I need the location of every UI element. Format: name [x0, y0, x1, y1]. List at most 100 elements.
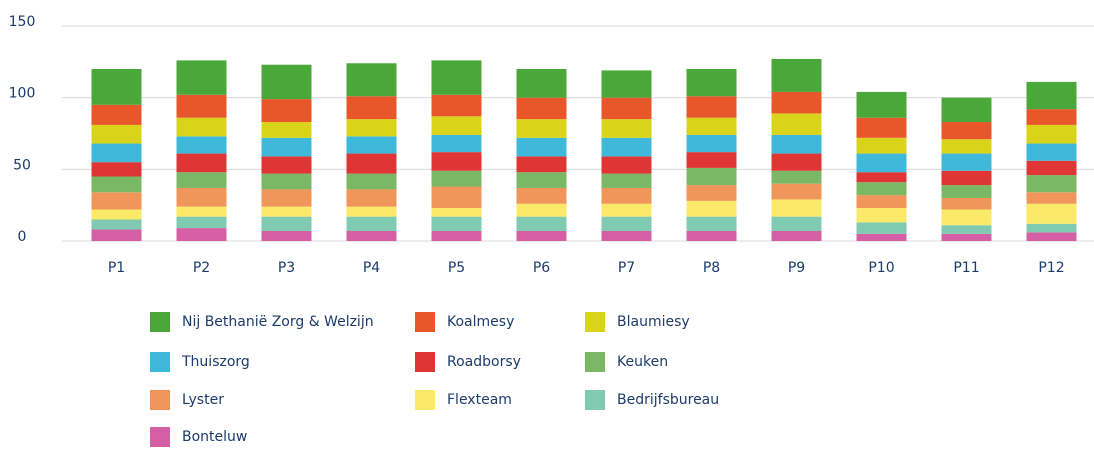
- bar-segment: [856, 117, 907, 138]
- bar-segment: [1026, 175, 1077, 193]
- legend-label: Nij Bethanië Zorg & Welzijn: [182, 314, 374, 330]
- bar-segment: [1026, 124, 1077, 144]
- bar-segment: [601, 203, 652, 217]
- x-tick-label: P9: [788, 260, 805, 276]
- bar-segment: [941, 153, 992, 171]
- y-tick-label: 50: [13, 157, 31, 173]
- bar-segment: [516, 216, 567, 231]
- bar-segment: [856, 195, 907, 209]
- bar-segment: [771, 113, 822, 135]
- bar-segment: [176, 206, 227, 217]
- bar-segment: [346, 230, 397, 241]
- bar-segment: [516, 69, 567, 98]
- bar-segment: [856, 137, 907, 154]
- bar-segment: [261, 137, 312, 157]
- bar-segment: [431, 216, 482, 231]
- bar-segment: [176, 60, 227, 95]
- bar-segment: [941, 198, 992, 210]
- bar-segment: [91, 69, 142, 105]
- bar-segment: [431, 170, 482, 187]
- x-tick-label: P11: [953, 260, 979, 276]
- bar-segment: [601, 119, 652, 138]
- bar-segment: [516, 172, 567, 188]
- bar-segment: [91, 104, 142, 125]
- bar-segment: [686, 69, 737, 97]
- bar-segment: [686, 152, 737, 168]
- bar-segment: [771, 153, 822, 171]
- bar-segment: [771, 230, 822, 241]
- bar-segment: [771, 183, 822, 200]
- bar-segment: [431, 208, 482, 217]
- bar-segment: [91, 143, 142, 163]
- bar-segment: [1026, 109, 1077, 125]
- bar-segment: [346, 189, 397, 207]
- bar-segment: [346, 136, 397, 154]
- bar-segment: [1026, 232, 1077, 241]
- bar-segment: [856, 233, 907, 241]
- legend-label: Blaumiesy: [617, 314, 690, 330]
- bar-segment: [771, 216, 822, 231]
- bar-segment: [1026, 223, 1077, 233]
- bar-segment: [91, 229, 142, 241]
- bar-segment: [261, 64, 312, 100]
- bar-segment: [91, 209, 142, 220]
- bar-segment: [176, 216, 227, 229]
- bar-segment: [941, 185, 992, 198]
- bar-segment: [601, 156, 652, 174]
- bar-segment: [516, 187, 567, 204]
- bar-segment: [346, 153, 397, 174]
- legend-swatch: [585, 390, 605, 410]
- bar-segment: [856, 208, 907, 223]
- legend-swatch: [585, 312, 605, 332]
- bar-segment: [431, 152, 482, 171]
- bar-segment: [431, 116, 482, 135]
- legend-swatch: [585, 352, 605, 372]
- x-tick-label: P4: [363, 260, 380, 276]
- x-tick-label: P7: [618, 260, 635, 276]
- bar-segment: [176, 172, 227, 188]
- legend-label: Lyster: [182, 392, 224, 408]
- x-tick-label: P1: [108, 260, 125, 276]
- bar-segment: [346, 173, 397, 190]
- bar-segment: [771, 199, 822, 217]
- bar-segment: [686, 230, 737, 241]
- legend-label: Roadborsy: [447, 354, 521, 370]
- bar-segment: [176, 228, 227, 241]
- bar-segment: [771, 134, 822, 154]
- legend-swatch: [150, 427, 170, 447]
- bar-segment: [771, 58, 822, 92]
- bar-segment: [941, 139, 992, 154]
- bar-segment: [686, 117, 737, 135]
- bar-segment: [431, 60, 482, 95]
- bar-segment: [856, 153, 907, 173]
- x-tick-label: P2: [193, 260, 210, 276]
- bar-segment: [176, 136, 227, 154]
- bar-segment: [516, 137, 567, 157]
- bar-segment: [686, 200, 737, 217]
- bar-segment: [601, 230, 652, 241]
- bar-segment: [1026, 203, 1077, 224]
- bar-segment: [686, 185, 737, 201]
- bar-segment: [516, 203, 567, 217]
- y-tick-label: 0: [18, 229, 27, 245]
- legend-label: Keuken: [617, 354, 668, 370]
- bar-segment: [346, 96, 397, 120]
- bar-segment: [601, 187, 652, 204]
- bar-segment: [941, 225, 992, 234]
- bar-segment: [261, 173, 312, 190]
- bar-segment: [601, 216, 652, 231]
- bar-segment: [516, 156, 567, 173]
- bar-segment: [176, 187, 227, 207]
- x-tick-label: P8: [703, 260, 720, 276]
- bar-segment: [856, 222, 907, 234]
- bar-segment: [91, 176, 142, 193]
- bar-segment: [91, 192, 142, 210]
- bar-segment: [601, 137, 652, 157]
- bar-segment: [941, 233, 992, 241]
- x-tick-label: P6: [533, 260, 550, 276]
- y-tick-label: 100: [9, 86, 36, 102]
- bar-segment: [941, 170, 992, 186]
- bar-segment: [91, 162, 142, 177]
- bar-segment: [176, 117, 227, 137]
